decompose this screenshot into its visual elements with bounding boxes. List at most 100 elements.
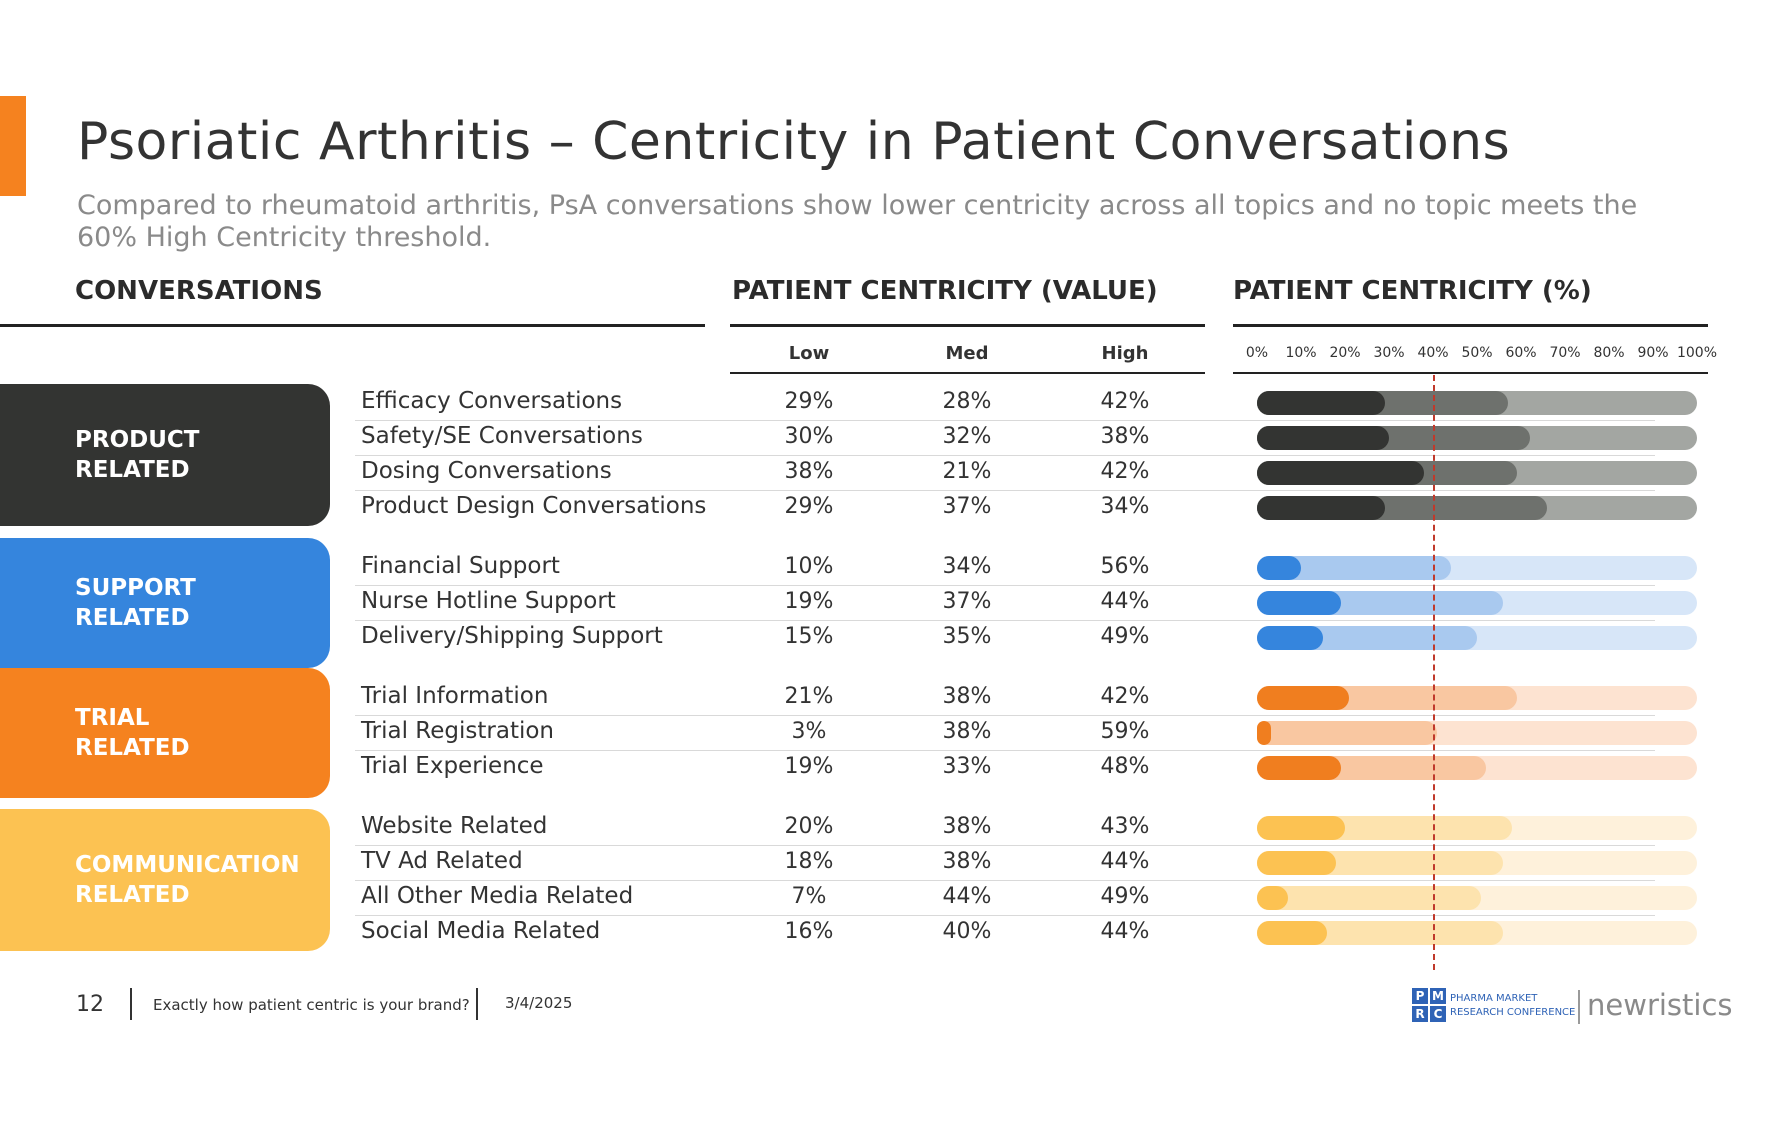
axis-rule [1233,372,1708,374]
row-separator [355,845,1655,846]
percent-header: PATIENT CENTRICITY (%) [1233,276,1592,306]
value-med: 38% [942,813,992,839]
stacked-bar [1257,555,1697,580]
value-med: 37% [942,493,992,519]
value-low: 20% [784,813,834,839]
value-low: 29% [784,388,834,414]
row-separator [355,455,1655,456]
value-high: 48% [1100,753,1150,779]
stacked-bar [1257,720,1697,745]
group-label: PRODUCT RELATED [75,427,200,483]
footer-divider-1 [130,988,132,1020]
axis-tick-label: 60% [1505,345,1537,361]
group-box [0,537,330,668]
page-subtitle: Compared to rheumatoid arthritis, PsA co… [77,190,1638,253]
value-high: 43% [1100,813,1150,839]
value-med: 33% [942,753,992,779]
col-high-header: High [1101,343,1149,364]
bar-segment-low [1257,460,1425,485]
value-low: 29% [784,493,834,519]
conversations-header: CONVERSATIONS [75,276,323,306]
group-label: COMMUNICATION RELATED [75,852,300,908]
col-med-header: Med [945,343,989,364]
logo-letter: R [1412,1006,1428,1022]
value-low: 19% [784,753,834,779]
bar-segment-low [1257,815,1345,840]
stacked-bar [1257,425,1697,450]
stacked-bar [1257,625,1697,650]
stacked-bar [1257,390,1697,415]
axis-tick-label: 0% [1245,345,1269,361]
bar-segment-low [1257,885,1288,910]
footer-tagline: Exactly how patient centric is your bran… [153,996,470,1014]
logo-letter: M [1430,988,1446,1004]
axis-tick-label: 40% [1417,345,1449,361]
stacked-bar [1257,755,1697,780]
value-low: 38% [784,458,834,484]
value-high: 49% [1100,623,1150,649]
bar-segment-low [1257,590,1341,615]
stacked-bar [1257,460,1697,485]
pmrc-logo-mark: P M R C [1412,988,1446,1022]
axis-tick-label: 50% [1461,345,1493,361]
value-med: 37% [942,588,992,614]
row-label: Trial Information [361,682,549,709]
value-low: 18% [784,848,834,874]
bar-segment-low [1257,720,1271,745]
value-low: 15% [784,623,834,649]
value-low: 30% [784,423,834,449]
group-label: TRIAL RELATED [75,704,190,761]
stacked-bar [1257,590,1697,615]
axis-tick-label: 30% [1373,345,1405,361]
footer-date: 3/4/2025 [505,994,573,1012]
row-label: All Other Media Related [361,882,634,909]
footer-divider-2 [476,988,478,1020]
row-label: Dosing Conversations [361,457,612,484]
value-med: 35% [942,623,992,649]
page-title: Psoriatic Arthritis – Centricity in Pati… [77,112,1511,172]
group-box [0,667,330,798]
stacked-bar [1257,815,1697,840]
pmrc-logo-line2: RESEARCH CONFERENCE [1450,1007,1576,1018]
axis-tick-label: 90% [1637,345,1669,361]
pmrc-logo-line1: PHARMA MARKET [1450,993,1538,1004]
stacked-bar [1257,685,1697,710]
axis-tick-label: 10% [1285,345,1317,361]
value-med: 21% [942,458,992,484]
logo-divider [1578,990,1580,1024]
stacked-bar [1257,850,1697,875]
percent-rule [1233,324,1708,327]
value-high: 56% [1100,553,1150,579]
value-low: 21% [784,683,834,709]
value-med: 40% [942,918,992,944]
axis-tick-label: 70% [1549,345,1581,361]
bar-segment-low [1257,555,1301,580]
value-high: 42% [1100,388,1150,414]
row-label: Delivery/Shipping Support [361,622,663,649]
bar-segment-low [1257,685,1350,710]
stacked-bar [1257,495,1697,520]
axis-tick-label: 100% [1676,345,1718,361]
bar-segment-med [1257,720,1438,745]
logo-letter: C [1430,1006,1446,1022]
row-separator [355,715,1655,716]
row-label: Trial Registration [361,717,555,744]
columns-rule [730,372,1205,374]
value-low: 10% [784,553,834,579]
value-low: 3% [791,718,827,744]
axis-tick-label: 80% [1593,345,1625,361]
value-high: 49% [1100,883,1150,909]
value-high: 44% [1100,918,1150,944]
value-med: 38% [942,718,992,744]
row-label: Financial Support [361,552,560,579]
row-label: Social Media Related [361,917,601,944]
newristics-logo: newristics [1587,988,1733,1022]
bar-segment-med [1257,885,1482,910]
bar-segment-low [1257,625,1323,650]
value-high: 42% [1100,683,1150,709]
stacked-bar [1257,885,1697,910]
row-separator [355,620,1655,621]
row-separator [355,880,1655,881]
row-label: Website Related [361,812,548,839]
bar-segment-low [1257,390,1385,415]
